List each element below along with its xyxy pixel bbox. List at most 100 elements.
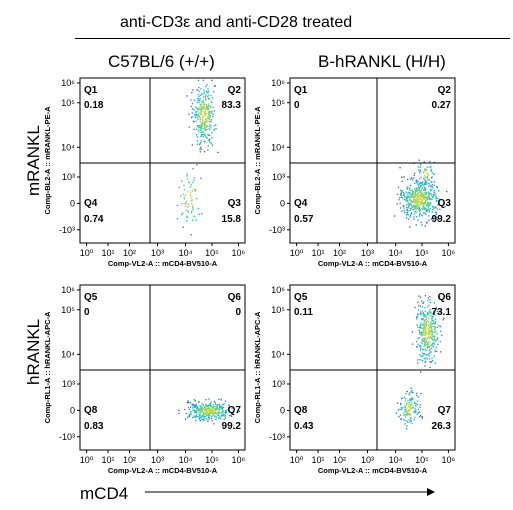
event-point xyxy=(420,355,422,357)
event-point xyxy=(418,305,420,307)
event-point xyxy=(215,128,217,130)
x-tick-label: 10² xyxy=(123,248,136,258)
event-point xyxy=(409,413,411,416)
event-point xyxy=(408,203,411,206)
x-tick-label: 10⁶ xyxy=(232,248,246,258)
event-point xyxy=(422,332,424,334)
quadrant-percentage: 0 xyxy=(294,100,300,111)
event-point xyxy=(209,112,211,114)
event-point xyxy=(220,415,222,417)
event-point xyxy=(399,167,401,169)
event-point xyxy=(433,314,436,316)
event-point xyxy=(420,346,422,348)
event-point xyxy=(203,412,205,414)
event-point xyxy=(406,198,408,200)
event-point xyxy=(181,203,183,205)
event-point xyxy=(192,409,194,412)
event-point xyxy=(437,218,439,221)
event-point xyxy=(424,365,426,367)
event-point xyxy=(409,413,411,415)
event-point xyxy=(413,174,415,176)
event-point xyxy=(429,341,431,343)
event-point xyxy=(433,194,435,196)
event-point xyxy=(434,327,436,329)
y-tick-label: 10⁶ xyxy=(61,285,75,295)
event-point xyxy=(424,203,426,205)
event-point xyxy=(423,322,425,324)
event-point xyxy=(415,205,418,207)
event-point xyxy=(426,332,429,334)
event-point xyxy=(410,193,413,196)
event-point xyxy=(196,114,198,116)
event-point xyxy=(425,188,427,190)
event-point xyxy=(205,399,207,401)
event-point xyxy=(409,189,411,191)
event-point xyxy=(418,204,420,206)
event-point xyxy=(428,321,430,323)
event-point xyxy=(202,99,204,102)
event-point xyxy=(429,207,431,210)
event-point xyxy=(406,411,408,414)
event-point xyxy=(416,198,419,201)
event-point xyxy=(210,124,212,127)
event-point xyxy=(219,405,221,408)
event-point xyxy=(194,99,196,101)
event-point xyxy=(196,140,198,142)
event-point xyxy=(416,194,418,196)
event-point xyxy=(410,399,412,401)
event-point xyxy=(193,415,195,417)
event-point xyxy=(199,120,201,123)
event-point xyxy=(429,198,431,200)
event-point xyxy=(439,340,441,343)
event-point xyxy=(205,103,207,106)
event-point xyxy=(419,404,421,406)
event-point xyxy=(427,312,429,314)
event-point xyxy=(418,200,420,202)
event-point xyxy=(416,404,418,406)
event-point xyxy=(198,101,200,104)
event-point xyxy=(423,191,425,194)
event-point xyxy=(199,148,201,150)
event-point xyxy=(440,330,442,332)
event-point xyxy=(211,420,213,422)
event-point xyxy=(413,177,415,179)
event-point xyxy=(205,136,208,138)
event-point xyxy=(197,207,199,210)
event-point xyxy=(231,407,233,409)
event-point xyxy=(203,114,205,116)
event-point xyxy=(196,136,199,138)
event-point xyxy=(223,406,225,409)
event-point xyxy=(416,200,418,202)
event-point xyxy=(194,406,196,408)
event-point xyxy=(427,195,429,197)
event-point xyxy=(417,202,419,204)
event-point xyxy=(428,185,430,187)
event-point xyxy=(221,410,224,412)
event-point xyxy=(407,399,409,402)
event-point xyxy=(438,190,440,192)
event-point xyxy=(406,195,409,197)
event-point xyxy=(397,186,400,188)
event-point xyxy=(417,196,419,198)
event-point xyxy=(197,125,199,127)
column-header-c57bl6: C57BL/6 (+/+) xyxy=(108,52,215,71)
event-point xyxy=(216,408,218,410)
y-tick-label: 10³ xyxy=(272,379,285,389)
event-point xyxy=(208,415,210,417)
event-point xyxy=(193,188,195,190)
event-point xyxy=(428,196,431,199)
x-tick-label: 10² xyxy=(333,455,346,465)
event-point xyxy=(208,416,210,419)
event-point xyxy=(216,406,218,409)
event-point xyxy=(408,402,411,404)
event-point xyxy=(221,405,223,407)
event-point xyxy=(406,193,408,195)
event-point xyxy=(231,415,233,417)
event-point xyxy=(413,205,416,207)
event-point xyxy=(410,200,412,202)
event-point xyxy=(206,128,208,130)
event-point xyxy=(431,332,434,334)
event-point xyxy=(420,170,422,172)
event-point xyxy=(195,134,198,136)
event-point xyxy=(227,408,229,411)
